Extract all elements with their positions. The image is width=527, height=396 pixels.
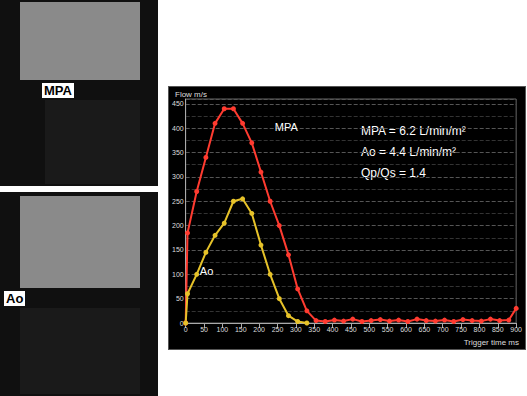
svg-text:450: 450 xyxy=(172,100,184,107)
svg-text:MPA: MPA xyxy=(275,121,299,133)
svg-text:100: 100 xyxy=(172,271,184,278)
svg-text:Trigger time ms: Trigger time ms xyxy=(464,338,519,347)
html-text:Ao: Ao xyxy=(6,291,24,306)
svg-text:400: 400 xyxy=(172,125,184,132)
svg-text:0: 0 xyxy=(179,319,184,327)
svg-text:850: 850 xyxy=(492,326,504,333)
svg-text:200: 200 xyxy=(172,222,184,229)
svg-text:700: 700 xyxy=(437,326,449,333)
svg-text:200: 200 xyxy=(253,326,265,333)
svg-text:450: 450 xyxy=(345,326,357,333)
svg-text:350: 350 xyxy=(308,326,320,333)
svg-text:Qp/Qs = 1.4: Qp/Qs = 1.4 xyxy=(361,166,426,180)
svg-text:Ao: Ao xyxy=(200,265,213,277)
svg-text:650: 650 xyxy=(419,326,431,333)
svg-text:0: 0 xyxy=(184,326,188,333)
svg-text:MPA = 6.2 L/min/m²: MPA = 6.2 L/min/m² xyxy=(361,124,466,138)
svg-text:250: 250 xyxy=(272,326,284,333)
svg-text:500: 500 xyxy=(363,326,375,333)
svg-text:900: 900 xyxy=(510,326,522,333)
svg-text:Flow m/s: Flow m/s xyxy=(175,90,207,99)
svg-text:50: 50 xyxy=(176,295,184,302)
svg-text:150: 150 xyxy=(172,246,184,253)
svg-text:800: 800 xyxy=(474,326,486,333)
svg-text:300: 300 xyxy=(290,326,302,333)
svg-text:Ao = 4.4 L/min/m²: Ao = 4.4 L/min/m² xyxy=(361,145,456,159)
svg-text:400: 400 xyxy=(327,326,339,333)
svg-text:150: 150 xyxy=(235,326,247,333)
svg-text:550: 550 xyxy=(382,326,394,333)
svg-text:50: 50 xyxy=(200,326,208,333)
svg-text:600: 600 xyxy=(400,326,412,333)
svg-text:300: 300 xyxy=(172,173,184,180)
svg-text:350: 350 xyxy=(172,149,184,156)
svg-text:100: 100 xyxy=(217,326,229,333)
svg-text:750: 750 xyxy=(455,326,467,333)
svg-text:250: 250 xyxy=(172,198,184,205)
html-text:MPA: MPA xyxy=(44,83,72,98)
